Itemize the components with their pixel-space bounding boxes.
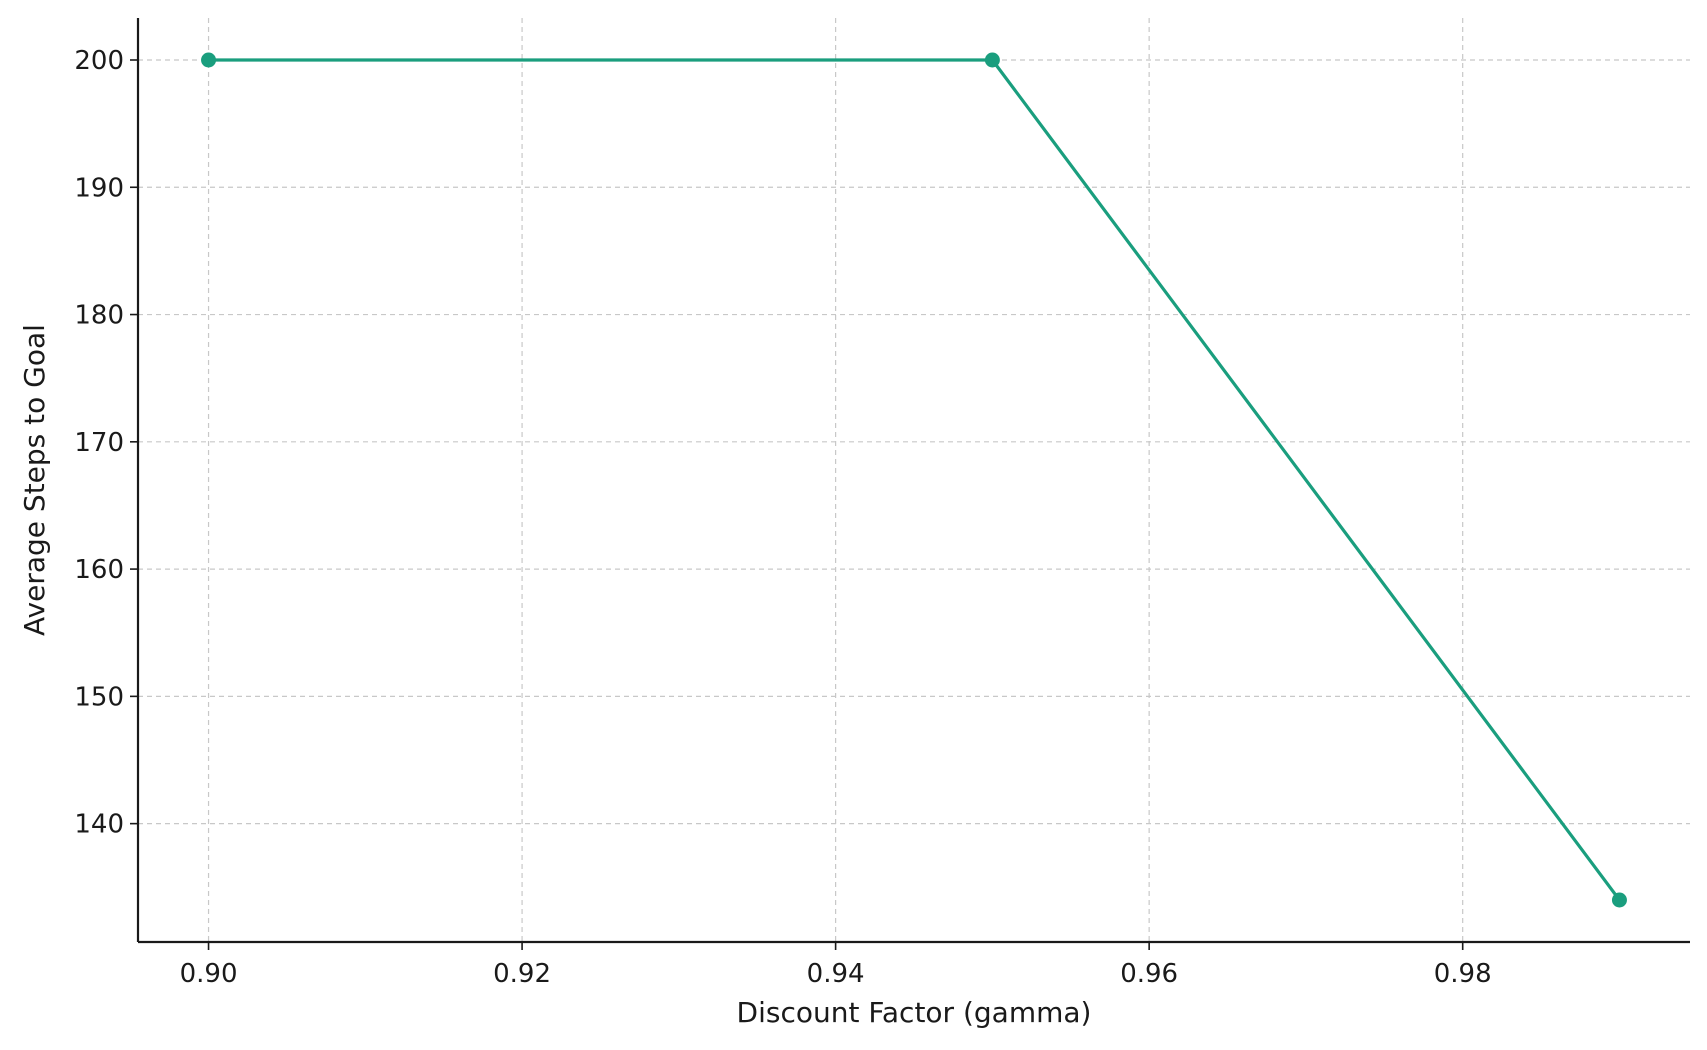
- y-tick-label: 180: [74, 301, 124, 331]
- ticks-layer: 0.90 0.92 0.94 0.96 0.98 140 150 160 170 180 190 20…: [74, 46, 1491, 989]
- y-tick-label: 160: [74, 555, 124, 585]
- axes-layer: [136, 18, 1690, 944]
- series-layer: [201, 52, 1627, 908]
- y-tick-label: 140: [74, 810, 124, 840]
- data-point: [984, 52, 1000, 68]
- y-tick-label: 170: [74, 428, 124, 458]
- series-line: [208, 58, 1621, 901]
- data-point: [1611, 892, 1627, 908]
- data-point: [201, 52, 217, 68]
- y-axis-label: Average Steps to Goal: [18, 324, 51, 636]
- x-tick-label: 0.96: [1120, 959, 1178, 989]
- y-tick-label: 150: [74, 682, 124, 712]
- x-tick-label: 0.98: [1434, 959, 1492, 989]
- y-tick-label: 200: [74, 46, 124, 76]
- x-tick-label: 0.92: [493, 959, 551, 989]
- x-tick-label: 0.94: [807, 959, 865, 989]
- x-axis-label: Discount Factor (gamma): [737, 996, 1092, 1029]
- x-tick-label: 0.90: [180, 959, 238, 989]
- grid-layer: [138, 18, 1690, 942]
- y-tick-label: 190: [74, 173, 124, 203]
